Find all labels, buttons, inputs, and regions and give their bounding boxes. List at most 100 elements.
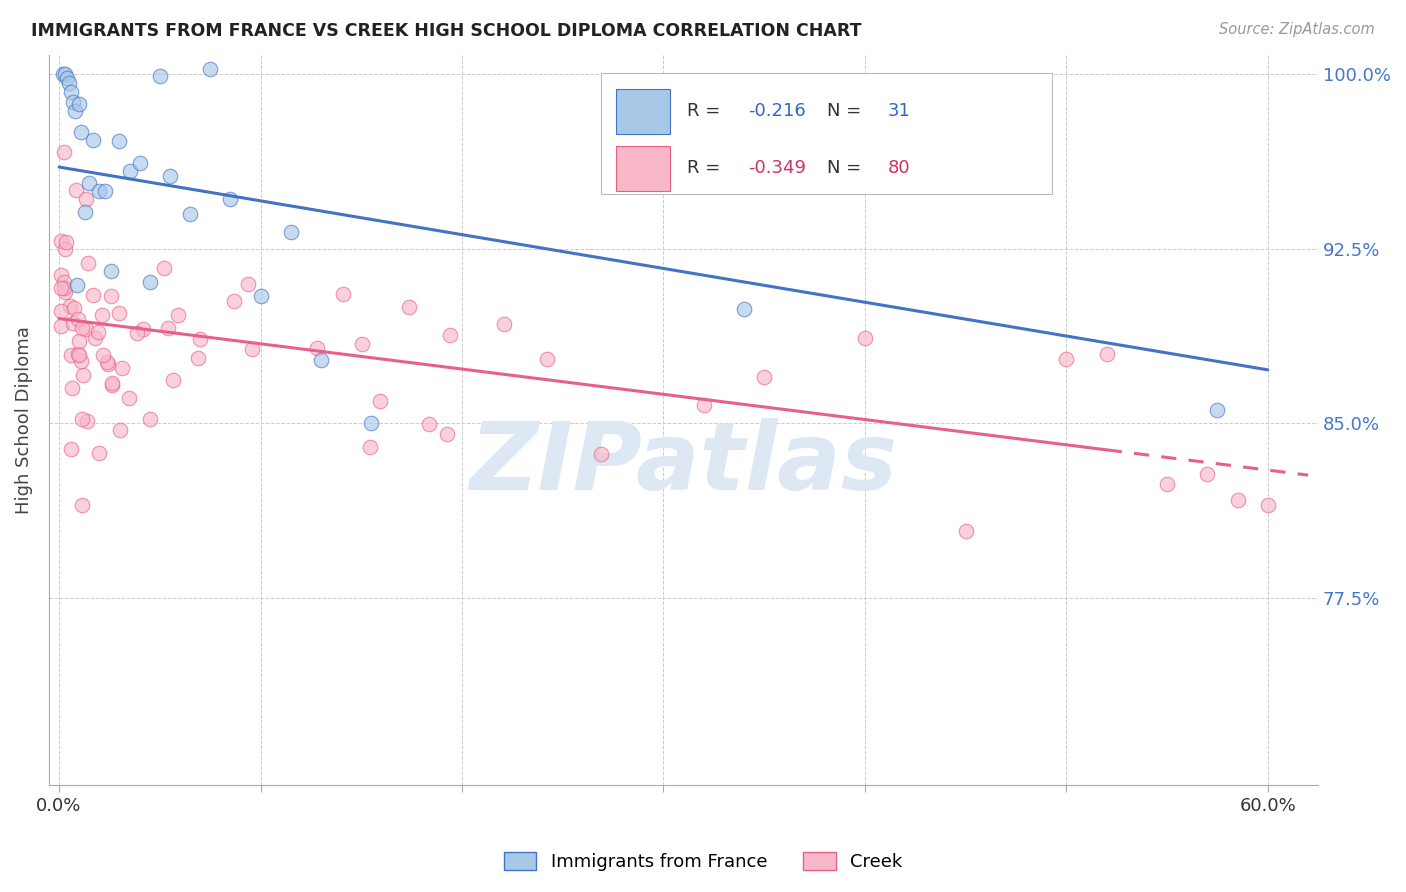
Y-axis label: High School Diploma: High School Diploma (15, 326, 32, 514)
Point (66, 277, 89, 292)
Point (117, 391, 139, 405)
Point (75, 322, 97, 336)
Point (589, 447, 612, 461)
Point (55, 235, 77, 249)
Point (138, 275, 160, 289)
Point (436, 427, 458, 442)
Point (53, 275, 76, 289)
Point (162, 373, 184, 387)
Point (100, 263, 122, 277)
Point (69, 353, 91, 368)
FancyBboxPatch shape (600, 73, 1052, 194)
Point (152, 260, 174, 275)
Point (108, 134, 131, 148)
Point (94, 184, 117, 198)
Point (67, 334, 90, 348)
Legend: Immigrants from France, Creek: Immigrants from France, Creek (496, 846, 910, 879)
Point (65, 183, 87, 197)
Point (219, 192, 242, 206)
Point (167, 308, 190, 322)
Point (91, 348, 114, 362)
Point (240, 342, 263, 356)
Point (53, 145, 76, 159)
Point (350, 336, 373, 351)
Text: R =: R = (688, 160, 727, 178)
FancyBboxPatch shape (616, 145, 669, 191)
Point (536, 351, 558, 366)
Point (60, 442, 83, 457)
Point (63, 104, 86, 119)
Point (1197, 467, 1219, 482)
Point (60, 86, 83, 100)
Point (398, 301, 420, 315)
Point (90, 308, 112, 322)
Point (72, 368, 94, 382)
Point (733, 302, 755, 317)
Point (752, 370, 775, 384)
Point (249, 288, 271, 302)
Point (70, 321, 93, 335)
Point (156, 321, 179, 335)
Point (280, 225, 302, 239)
Point (108, 305, 131, 319)
Text: IMMIGRANTS FROM FRANCE VS CREEK HIGH SCHOOL DIPLOMA CORRELATION CHART: IMMIGRANTS FROM FRANCE VS CREEK HIGH SCH… (31, 22, 862, 40)
Point (87, 325, 110, 339)
Text: 31: 31 (889, 103, 911, 120)
Point (49, 318, 72, 333)
Point (101, 376, 124, 391)
Point (67, 348, 90, 362)
Point (70, 412, 93, 426)
Point (60, 348, 83, 362)
Point (49, 303, 72, 318)
Point (62, 316, 84, 330)
Point (101, 378, 124, 392)
Point (222, 293, 245, 308)
Point (125, 326, 148, 340)
Point (52, 281, 75, 295)
Point (76, 414, 98, 428)
Point (75, 205, 97, 219)
Point (359, 440, 381, 454)
Text: N =: N = (827, 160, 868, 178)
Point (139, 412, 162, 426)
Point (692, 399, 714, 413)
Point (179, 207, 201, 221)
Point (853, 330, 876, 344)
Point (66, 347, 89, 361)
Point (53, 285, 76, 299)
Point (360, 417, 382, 431)
Point (111, 361, 134, 376)
Point (67, 97, 90, 112)
Point (55, 242, 77, 256)
Point (49, 268, 72, 282)
Point (110, 424, 132, 438)
Point (100, 289, 122, 303)
Point (62, 380, 84, 394)
Point (49, 234, 72, 248)
Point (75, 192, 97, 206)
Point (1156, 477, 1178, 491)
Point (309, 353, 332, 368)
FancyBboxPatch shape (616, 88, 669, 134)
Text: ZIPatlas: ZIPatlas (470, 417, 897, 509)
Text: -0.216: -0.216 (748, 103, 806, 120)
Point (77, 256, 100, 270)
Text: 80: 80 (889, 160, 911, 178)
Point (70, 124, 93, 138)
Point (52, 67, 75, 81)
Point (82, 288, 104, 302)
Point (53, 67, 76, 81)
Point (159, 169, 181, 183)
Point (58, 76, 80, 90)
Point (332, 287, 354, 301)
Point (418, 417, 440, 431)
Point (186, 351, 208, 366)
Point (494, 317, 516, 331)
Point (118, 163, 141, 178)
Point (132, 322, 155, 336)
Point (305, 341, 328, 355)
Text: N =: N = (827, 103, 868, 120)
Point (96, 355, 118, 369)
Point (439, 328, 461, 343)
Point (1226, 492, 1249, 507)
